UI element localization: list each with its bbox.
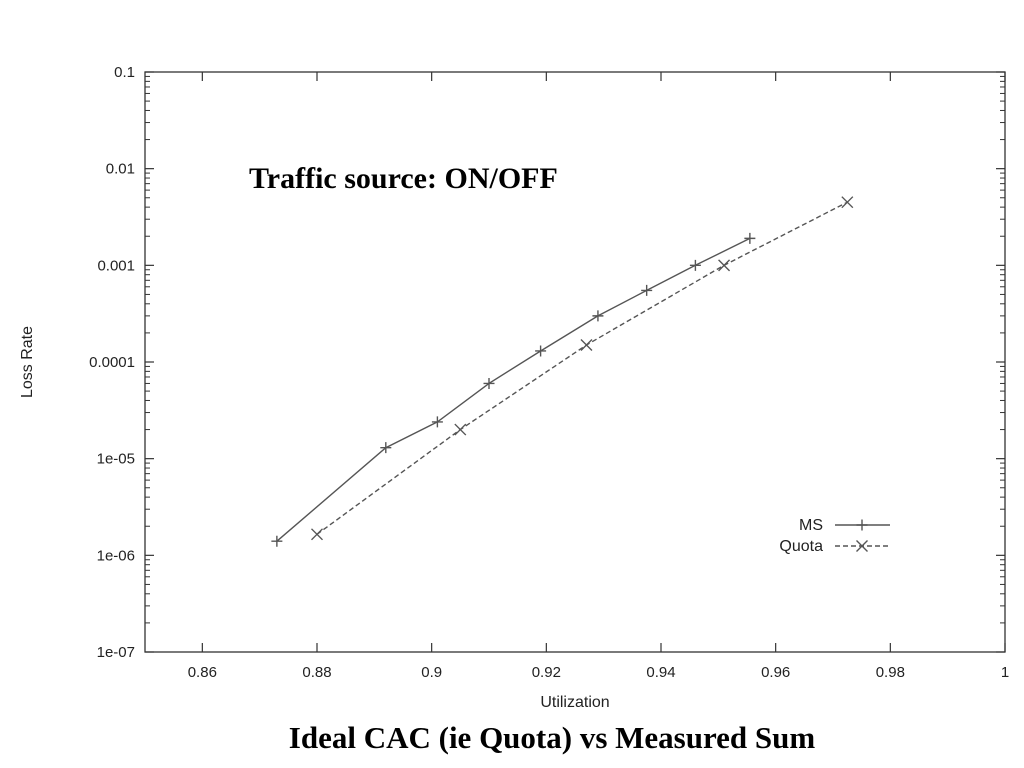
series-line-ms [276,237,751,542]
series-line-quota [316,201,848,535]
series-quota [311,196,854,541]
data-point-ms [380,442,392,454]
x-tick-label: 0.94 [646,664,675,681]
data-point-ms [431,416,443,428]
slide-caption: Ideal CAC (ie Quota) vs Measured Sum [288,720,816,755]
data-point-ms [535,345,547,357]
y-tick-label: 0.1 [114,64,135,81]
x-tick-label: 0.9 [421,664,442,681]
data-point-ms [592,310,604,322]
y-axis-ticks: 1e-07 1e-06 1e-05 0.0001 0.001 0.01 0.1 [89,64,1005,661]
data-point-ms [689,259,701,271]
data-point-ms [271,535,283,547]
legend-label-quota: Quota [779,538,823,555]
traffic-source-annotation: Traffic source: ON/OFF [249,162,558,195]
data-point-ms [483,377,495,389]
data-point-quota [311,528,323,541]
series-layer [271,196,854,547]
legend: MS Quota [779,517,890,555]
x-tick-label: 0.98 [876,664,905,681]
y-tick-label: 0.0001 [89,354,135,371]
series-ms [271,232,756,547]
data-point-ms [744,232,756,244]
y-tick-label: 1e-07 [97,644,135,661]
x-tick-label: 0.86 [188,664,217,681]
y-tick-label: 1e-06 [97,547,135,564]
data-point-quota [454,423,467,436]
plot-frame [144,71,1006,653]
legend-marker-quota [856,540,868,552]
x-axis-label: Utilization [540,694,609,711]
x-tick-label: 0.96 [761,664,790,681]
x-axis-ticks: 0.86 0.88 0.9 0.92 0.94 0.96 0.98 1 [188,72,1009,681]
y-tick-label: 0.01 [106,161,135,178]
x-tick-label: 0.88 [302,664,331,681]
legend-label-ms: MS [799,517,823,534]
y-tick-label: 1e-05 [97,451,135,468]
x-tick-label: 1 [1001,664,1009,681]
legend-marker-ms [856,519,868,531]
loss-rate-chart: 0.86 0.88 0.9 0.92 0.94 0.96 0.98 1 1e-071e-061… [19,64,1009,711]
y-axis-label: Loss Rate [19,326,36,398]
data-point-quota [580,338,593,351]
data-point-quota [841,196,854,209]
x-tick-label: 0.92 [532,664,561,681]
y-tick-label: 0.001 [97,257,135,274]
data-point-quota [718,259,731,272]
data-point-ms [641,284,653,296]
